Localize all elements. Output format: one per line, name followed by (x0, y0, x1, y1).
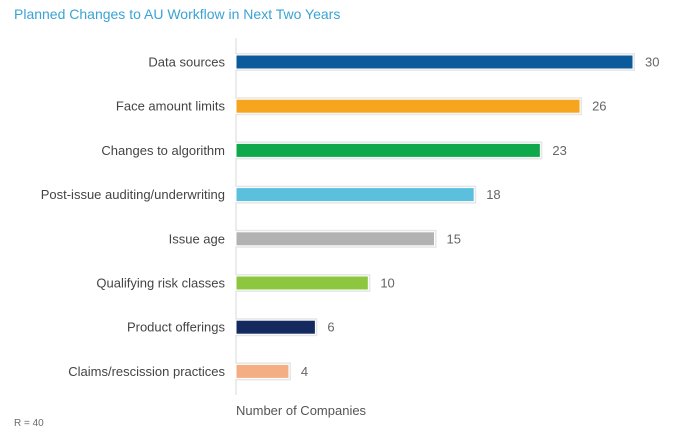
data-label: 23 (552, 143, 566, 158)
data-label: 6 (327, 320, 334, 335)
data-label: 30 (645, 55, 659, 70)
category-label: Face amount limits (116, 99, 226, 114)
category-label: Product offerings (127, 320, 226, 335)
bar (235, 98, 581, 114)
bar (235, 54, 634, 70)
data-label: 4 (301, 364, 308, 379)
x-axis-label: Number of Companies (236, 403, 367, 418)
data-label: 10 (380, 276, 394, 291)
data-label: 26 (592, 99, 606, 114)
category-label: Changes to algorithm (101, 143, 225, 158)
chart-title: Planned Changes to AU Workflow in Next T… (14, 6, 341, 22)
category-label: Issue age (169, 231, 225, 246)
category-label: Qualifying risk classes (96, 276, 225, 291)
bar (235, 319, 316, 335)
category-label: Claims/rescission practices (68, 364, 225, 379)
data-label: 15 (447, 231, 461, 246)
bar (235, 275, 369, 291)
category-label: Post-issue auditing/underwriting (41, 187, 225, 202)
data-label: 18 (486, 187, 500, 202)
bar (235, 187, 475, 203)
category-label: Data sources (148, 55, 225, 70)
bar (235, 363, 290, 379)
bar (235, 142, 541, 158)
bar (235, 231, 435, 247)
sample-size-note: R = 40 (14, 418, 44, 429)
